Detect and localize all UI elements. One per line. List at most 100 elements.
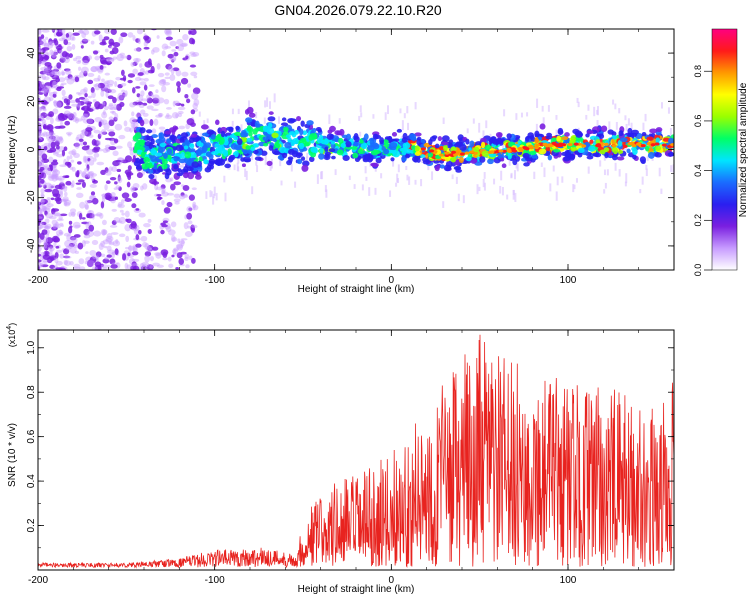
noise-speck <box>191 92 199 100</box>
noise-speck <box>85 251 89 255</box>
noise-speck <box>53 99 58 107</box>
noise-speck <box>67 133 71 137</box>
band-cell <box>640 159 646 165</box>
band-cell <box>422 160 430 165</box>
faint-speck <box>395 182 398 187</box>
noise-speck <box>81 38 89 44</box>
noise-speck <box>100 264 109 268</box>
noise-speck <box>38 238 41 246</box>
faint-speck <box>372 114 375 119</box>
noise-speck <box>143 35 150 41</box>
band-cell <box>180 132 189 139</box>
noise-speck <box>139 81 147 86</box>
noise-speck <box>52 224 57 229</box>
noise-speck <box>38 122 42 130</box>
band-cell <box>179 136 185 143</box>
noise-speck <box>180 192 185 197</box>
noise-speck <box>146 244 154 252</box>
noise-speck <box>53 100 62 109</box>
faint-speck <box>670 165 673 172</box>
band-core-cell <box>567 143 573 147</box>
noise-speck <box>54 257 59 264</box>
noise-speck <box>172 67 180 72</box>
noise-speck <box>83 228 90 236</box>
noise-speck <box>184 93 189 99</box>
faint-speck <box>245 170 248 181</box>
noise-speck <box>168 65 174 72</box>
noise-speck <box>87 157 91 162</box>
noise-speck <box>109 258 116 265</box>
band-cell <box>302 130 308 136</box>
noise-speck <box>126 218 132 224</box>
band-cell <box>369 139 374 145</box>
noise-speck <box>167 256 172 262</box>
noise-speck <box>63 146 68 152</box>
faint-speck <box>280 180 283 186</box>
band-cell <box>448 142 453 149</box>
faint-speck <box>561 176 564 183</box>
noise-speck <box>59 121 64 125</box>
noise-speck <box>80 45 84 49</box>
noise-speck <box>69 33 75 41</box>
noise-speck <box>56 177 63 181</box>
noise-speck <box>93 77 100 82</box>
band-core-cell <box>595 143 601 147</box>
noise-speck <box>65 245 71 251</box>
noise-speck <box>140 235 148 242</box>
noise-speck <box>43 142 52 147</box>
noise-speck <box>125 246 129 250</box>
noise-speck <box>45 237 54 244</box>
noise-speck <box>76 170 80 178</box>
noise-speck <box>43 54 50 61</box>
band-cell <box>245 145 252 150</box>
band-core-cell <box>611 144 617 148</box>
noise-speck <box>172 55 177 62</box>
band-cell <box>294 129 300 135</box>
noise-speck <box>51 70 60 75</box>
noise-speck <box>108 131 116 137</box>
band-cell <box>529 150 537 156</box>
noise-speck <box>100 253 106 258</box>
faint-speck <box>552 165 555 172</box>
snr-y-label: SNR (10 * v/v) <box>7 423 18 487</box>
noise-speck <box>92 255 100 260</box>
noise-speck <box>105 60 113 65</box>
noise-speck <box>114 123 123 131</box>
faint-speck <box>516 163 519 172</box>
band-core-cell <box>581 144 587 148</box>
faint-speck <box>514 192 517 202</box>
noise-speck <box>161 189 166 195</box>
noise-speck <box>95 251 102 258</box>
noise-speck <box>50 117 54 125</box>
band-cell <box>280 122 289 127</box>
faint-speck <box>237 108 240 115</box>
band-cell <box>338 137 344 145</box>
faint-speck <box>483 182 486 191</box>
noise-speck <box>128 146 133 151</box>
band-cell <box>469 140 475 148</box>
noise-speck <box>74 76 80 83</box>
noise-speck <box>104 137 112 141</box>
noise-speck <box>72 221 81 229</box>
noise-speck <box>61 71 66 76</box>
x-tick-label: -100 <box>205 275 225 286</box>
faint-speck <box>255 112 258 119</box>
noise-speck <box>39 178 45 184</box>
noise-speck <box>38 156 42 161</box>
noise-speck <box>179 251 187 255</box>
noise-speck <box>92 50 99 55</box>
noise-speck <box>100 240 106 248</box>
band-cell <box>480 137 487 144</box>
noise-speck <box>38 226 42 230</box>
noise-speck <box>76 187 82 190</box>
noise-speck <box>94 116 103 123</box>
noise-speck <box>86 106 91 112</box>
faint-speck <box>614 103 617 110</box>
band-cell <box>148 173 155 180</box>
faint-speck <box>198 111 201 117</box>
noise-speck <box>105 57 113 60</box>
band-cell <box>607 129 614 135</box>
band-cell <box>336 149 344 156</box>
noise-speck <box>106 254 113 258</box>
noise-speck <box>147 228 153 234</box>
